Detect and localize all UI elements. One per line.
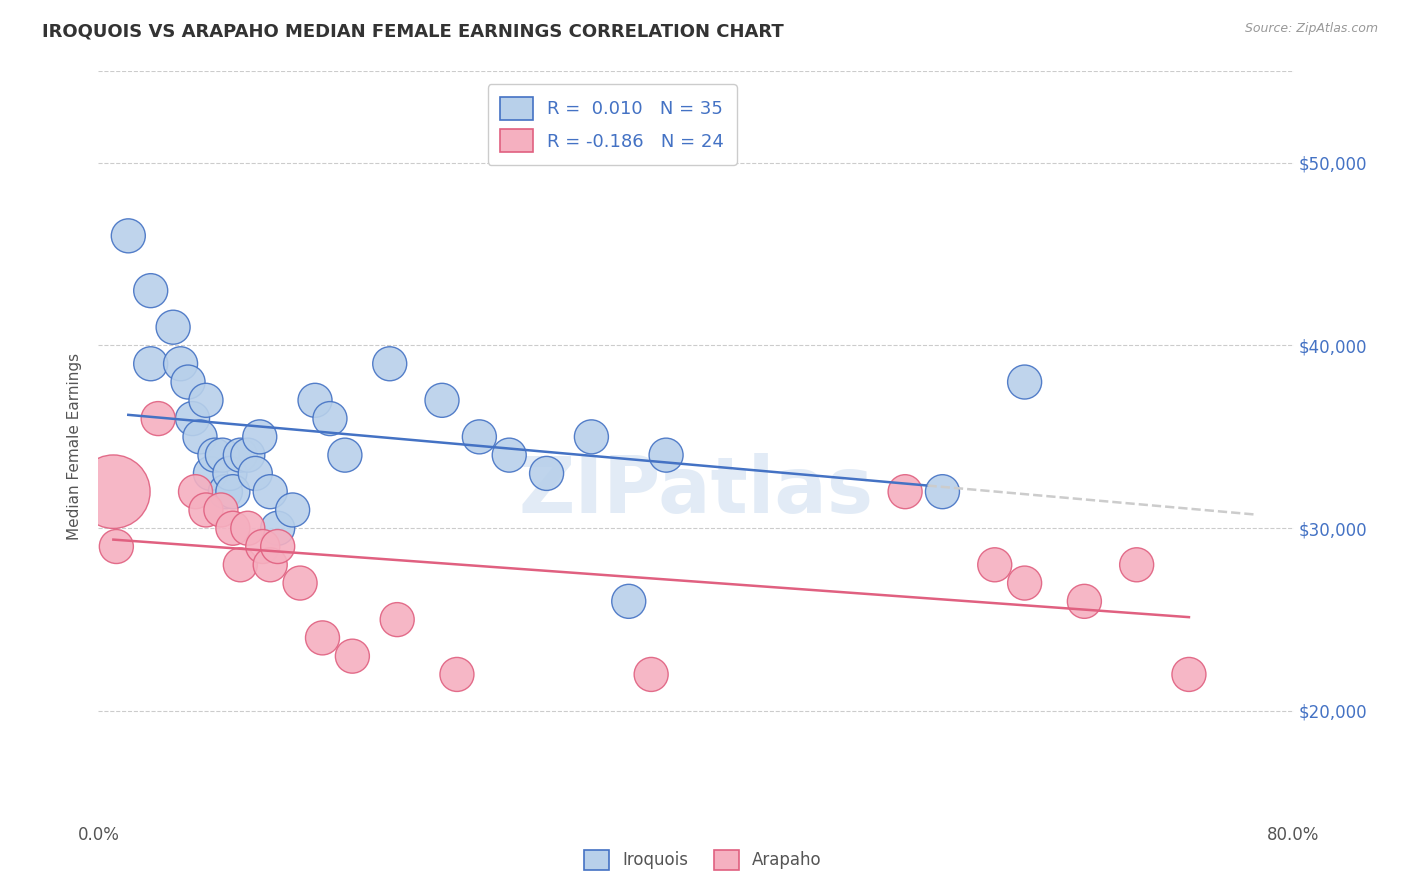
Point <box>430 393 453 408</box>
Point <box>162 320 184 334</box>
Point <box>177 375 200 389</box>
Point <box>281 503 304 517</box>
Point <box>333 448 356 462</box>
Point <box>236 448 259 462</box>
Point <box>103 484 125 499</box>
Point <box>188 430 211 444</box>
Point <box>378 357 401 371</box>
Point <box>267 521 290 535</box>
Point <box>209 503 232 517</box>
Point <box>249 430 271 444</box>
Point <box>222 521 245 535</box>
Point <box>117 228 139 243</box>
Point <box>267 540 290 554</box>
Legend: R =  0.010   N = 35, R = -0.186   N = 24: R = 0.010 N = 35, R = -0.186 N = 24 <box>488 84 737 165</box>
Point <box>139 357 162 371</box>
Point <box>229 448 252 462</box>
Point <box>252 540 274 554</box>
Point <box>222 484 245 499</box>
Point <box>581 430 603 444</box>
Point <box>214 484 236 499</box>
Point <box>181 411 204 425</box>
Point <box>446 667 468 681</box>
Point <box>105 540 128 554</box>
Point <box>536 467 558 481</box>
Point <box>1014 375 1036 389</box>
Text: IROQUOIS VS ARAPAHO MEDIAN FEMALE EARNINGS CORRELATION CHART: IROQUOIS VS ARAPAHO MEDIAN FEMALE EARNIN… <box>42 22 785 40</box>
Point <box>229 558 252 572</box>
Y-axis label: Median Female Earnings: Median Female Earnings <box>67 352 83 540</box>
Point <box>288 576 311 591</box>
Point <box>385 613 409 627</box>
Point <box>311 631 333 645</box>
Legend: Iroquois, Arapaho: Iroquois, Arapaho <box>578 843 828 877</box>
Point <box>640 667 662 681</box>
Point <box>169 357 191 371</box>
Point <box>204 448 226 462</box>
Point <box>655 448 678 462</box>
Point <box>139 284 162 298</box>
Point <box>245 467 267 481</box>
Point <box>498 448 520 462</box>
Point <box>342 649 364 664</box>
Point <box>184 484 207 499</box>
Point <box>195 503 218 517</box>
Point <box>219 467 242 481</box>
Point <box>1073 594 1095 608</box>
Point <box>984 558 1007 572</box>
Point <box>211 448 233 462</box>
Point <box>236 521 259 535</box>
Point <box>931 484 953 499</box>
Point <box>468 430 491 444</box>
Text: Source: ZipAtlas.com: Source: ZipAtlas.com <box>1244 22 1378 36</box>
Point <box>259 558 281 572</box>
Point <box>148 411 170 425</box>
Point <box>617 594 640 608</box>
Text: ZIPatlas: ZIPatlas <box>519 453 873 529</box>
Point <box>894 484 917 499</box>
Point <box>1125 558 1147 572</box>
Point <box>259 484 281 499</box>
Point <box>200 467 222 481</box>
Point <box>1178 667 1201 681</box>
Point <box>1014 576 1036 591</box>
Point <box>319 411 342 425</box>
Point <box>195 393 218 408</box>
Point <box>304 393 326 408</box>
